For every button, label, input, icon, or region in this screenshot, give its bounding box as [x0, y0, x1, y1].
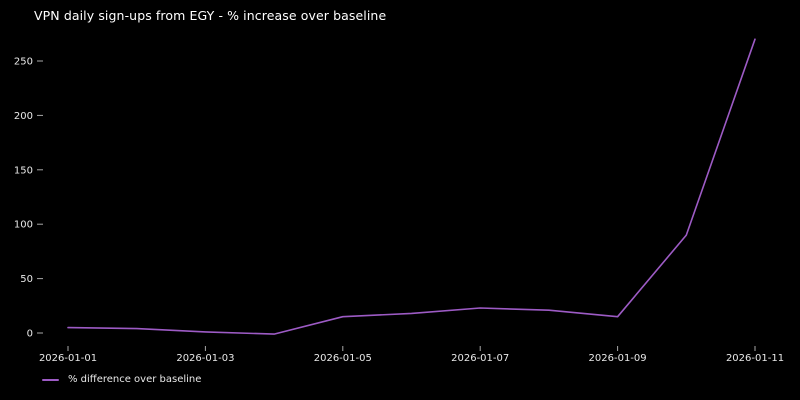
- chart-title: VPN daily sign-ups from EGY - % increase…: [34, 8, 387, 23]
- y-tick-label: 0: [27, 329, 33, 340]
- y-tick-label: 250: [14, 57, 33, 68]
- y-tick-label: 50: [20, 274, 33, 285]
- legend: % difference over baseline: [42, 374, 201, 385]
- x-tick-label: 2026-01-01: [39, 353, 97, 364]
- legend-line-swatch: [42, 378, 59, 381]
- x-tick-label: 2026-01-05: [314, 353, 372, 364]
- y-tick-label: 200: [14, 111, 33, 122]
- x-tick-label: 2026-01-07: [451, 353, 509, 364]
- x-tick-label: 2026-01-03: [176, 353, 234, 364]
- x-tick-label: 2026-01-11: [726, 353, 784, 364]
- x-tick-label: 2026-01-09: [589, 353, 647, 364]
- y-tick-label: 100: [14, 220, 33, 231]
- y-tick-label: 150: [14, 165, 33, 176]
- series-line: [67, 38, 756, 335]
- legend-label: % difference over baseline: [68, 374, 202, 385]
